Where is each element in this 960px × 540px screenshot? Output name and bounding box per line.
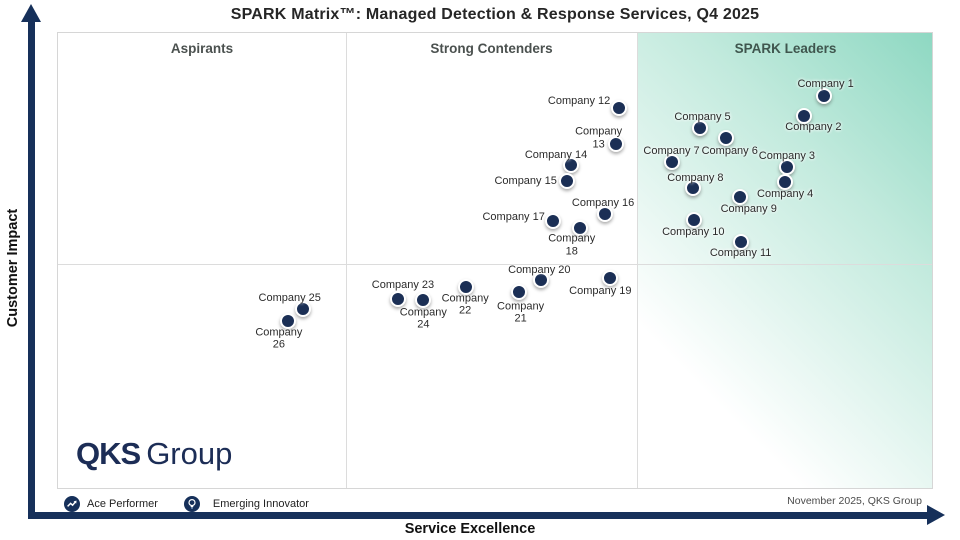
legend-label-ace-performer: Ace Performer <box>87 498 158 510</box>
company-dot <box>544 213 561 230</box>
quadrant-label-strong-contenders: Strong Contenders <box>430 41 553 56</box>
company-label: Company 8 <box>667 171 724 184</box>
company-label: Company 23 <box>371 278 435 291</box>
company-label: Company 15 <box>494 175 557 188</box>
legend: Ace Performer Emerging Innovator <box>64 495 309 513</box>
y-axis-arrow-icon <box>21 4 41 22</box>
quadrant-divider-vertical-2 <box>637 33 638 488</box>
company-dot <box>778 159 795 176</box>
company-dot <box>510 283 527 300</box>
company-dot <box>663 154 680 171</box>
company-dot <box>558 173 575 190</box>
company-label: Company 2 <box>785 120 842 133</box>
company-dot <box>458 278 475 295</box>
company-dot <box>602 269 619 286</box>
company-dot <box>611 99 628 116</box>
quadrant-divider-vertical-1 <box>346 33 347 488</box>
ace-performer-icon <box>64 496 80 512</box>
company-dot <box>691 119 708 136</box>
quadrant-divider-horizontal <box>58 264 932 265</box>
company-dot <box>777 174 794 191</box>
company-dot <box>563 157 580 174</box>
y-axis-label: Customer Impact <box>5 208 21 328</box>
company-label: Company 19 <box>569 284 632 297</box>
plot-area: Aspirants Strong Contenders SPARK Leader… <box>57 32 933 489</box>
chart-title: SPARK Matrix™: Managed Detection & Respo… <box>230 6 760 23</box>
company-label: Company 21 <box>497 300 545 325</box>
company-label: Company 10 <box>662 225 725 238</box>
company-dot <box>731 189 748 206</box>
x-axis-arrow-icon <box>927 505 945 525</box>
company-dot <box>732 234 749 251</box>
company-label: Company 6 <box>701 144 758 157</box>
company-label: Company 9 <box>720 203 777 215</box>
company-dot <box>686 212 703 228</box>
company-label: Company 18 <box>548 232 596 258</box>
company-label: Company 24 <box>399 306 447 331</box>
emerging-innovator-icon <box>183 496 200 512</box>
company-label: Company 22 <box>441 292 489 317</box>
quadrant-label-aspirants: Aspirants <box>170 41 234 56</box>
company-label: Company 7 <box>643 144 700 157</box>
company-label: Company 20 <box>508 263 571 276</box>
company-label: Company 26 <box>255 326 303 351</box>
company-dot <box>533 272 550 289</box>
company-label: Company 3 <box>758 149 816 162</box>
logo-text-light: Group <box>146 436 233 471</box>
y-axis-line <box>28 20 35 519</box>
company-label: Company 13 <box>575 125 623 151</box>
company-dot <box>597 206 614 223</box>
leaders-quadrant-background <box>637 33 932 488</box>
legend-label-emerging-innovator: Emerging Innovator <box>212 498 309 510</box>
company-dot <box>815 87 832 104</box>
company-label: Company 14 <box>524 149 588 162</box>
x-axis-label: Service Excellence <box>404 521 536 537</box>
footnote-date: November 2025, QKS Group <box>787 495 922 507</box>
company-label: Company 17 <box>482 211 545 224</box>
company-dot <box>294 300 311 317</box>
company-dot <box>685 180 702 197</box>
company-label: Company 16 <box>571 196 635 209</box>
company-dot <box>415 291 432 308</box>
company-dot <box>796 107 813 124</box>
company-dot <box>571 220 588 237</box>
company-dot <box>717 129 734 146</box>
company-dot <box>607 136 624 153</box>
x-axis-line <box>28 512 929 519</box>
qks-group-logo: QKS Group <box>76 436 232 472</box>
company-label: Company 5 <box>674 110 731 123</box>
company-dot <box>389 290 406 307</box>
company-label: Company 11 <box>709 247 772 260</box>
logo-text-bold: QKS <box>76 436 141 471</box>
company-dot <box>279 312 296 329</box>
company-label: Company 4 <box>757 187 814 200</box>
company-label: Company 12 <box>547 94 611 107</box>
quadrant-label-spark-leaders: SPARK Leaders <box>734 41 837 56</box>
company-label: Company 25 <box>258 291 321 304</box>
company-label: Company 1 <box>797 77 854 90</box>
